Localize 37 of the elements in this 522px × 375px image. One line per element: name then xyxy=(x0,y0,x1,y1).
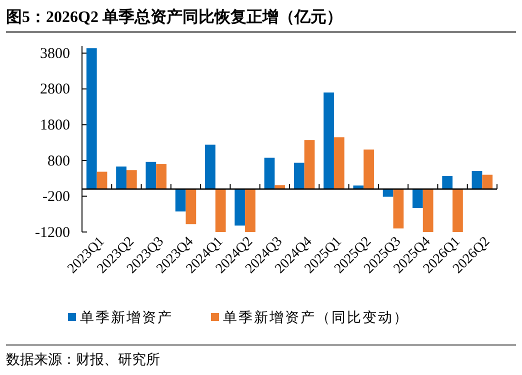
y-tick-label: -1200 xyxy=(35,224,70,241)
bar xyxy=(86,48,97,190)
bar xyxy=(422,189,434,232)
bar xyxy=(274,185,286,190)
bar xyxy=(215,189,226,232)
bar xyxy=(186,189,196,224)
bar xyxy=(412,189,423,208)
bar xyxy=(264,158,275,190)
bar xyxy=(334,137,344,190)
bar xyxy=(393,189,404,228)
y-tick-label: 2800 xyxy=(40,82,70,98)
y-tick-label: -200 xyxy=(42,189,70,206)
bar xyxy=(96,172,108,190)
bar xyxy=(234,189,246,226)
y-tick-label: 1800 xyxy=(40,117,70,134)
bar xyxy=(294,162,304,190)
bar xyxy=(205,144,216,190)
bar xyxy=(304,140,315,190)
bar xyxy=(156,164,166,190)
legend-label: 单季新增资产 xyxy=(80,310,173,326)
bar xyxy=(146,162,156,190)
bar xyxy=(126,170,137,190)
bar xyxy=(452,189,463,232)
chart-title: 图5：2026Q2 单季总资产同比恢复正增（亿元） xyxy=(6,8,342,26)
bar xyxy=(116,166,126,190)
bar xyxy=(482,174,493,190)
bar xyxy=(442,176,453,190)
y-tick-label: 3800 xyxy=(40,46,70,62)
y-tick-label: 800 xyxy=(48,153,70,170)
bar xyxy=(175,189,186,212)
bar xyxy=(382,189,394,197)
bar xyxy=(364,150,374,190)
bar xyxy=(324,92,334,190)
bar xyxy=(472,171,482,190)
legend-label: 单季新增资产（同比变动） xyxy=(223,310,409,326)
bar xyxy=(245,189,256,232)
source-note: 数据来源：财报、研究所 xyxy=(6,352,160,368)
